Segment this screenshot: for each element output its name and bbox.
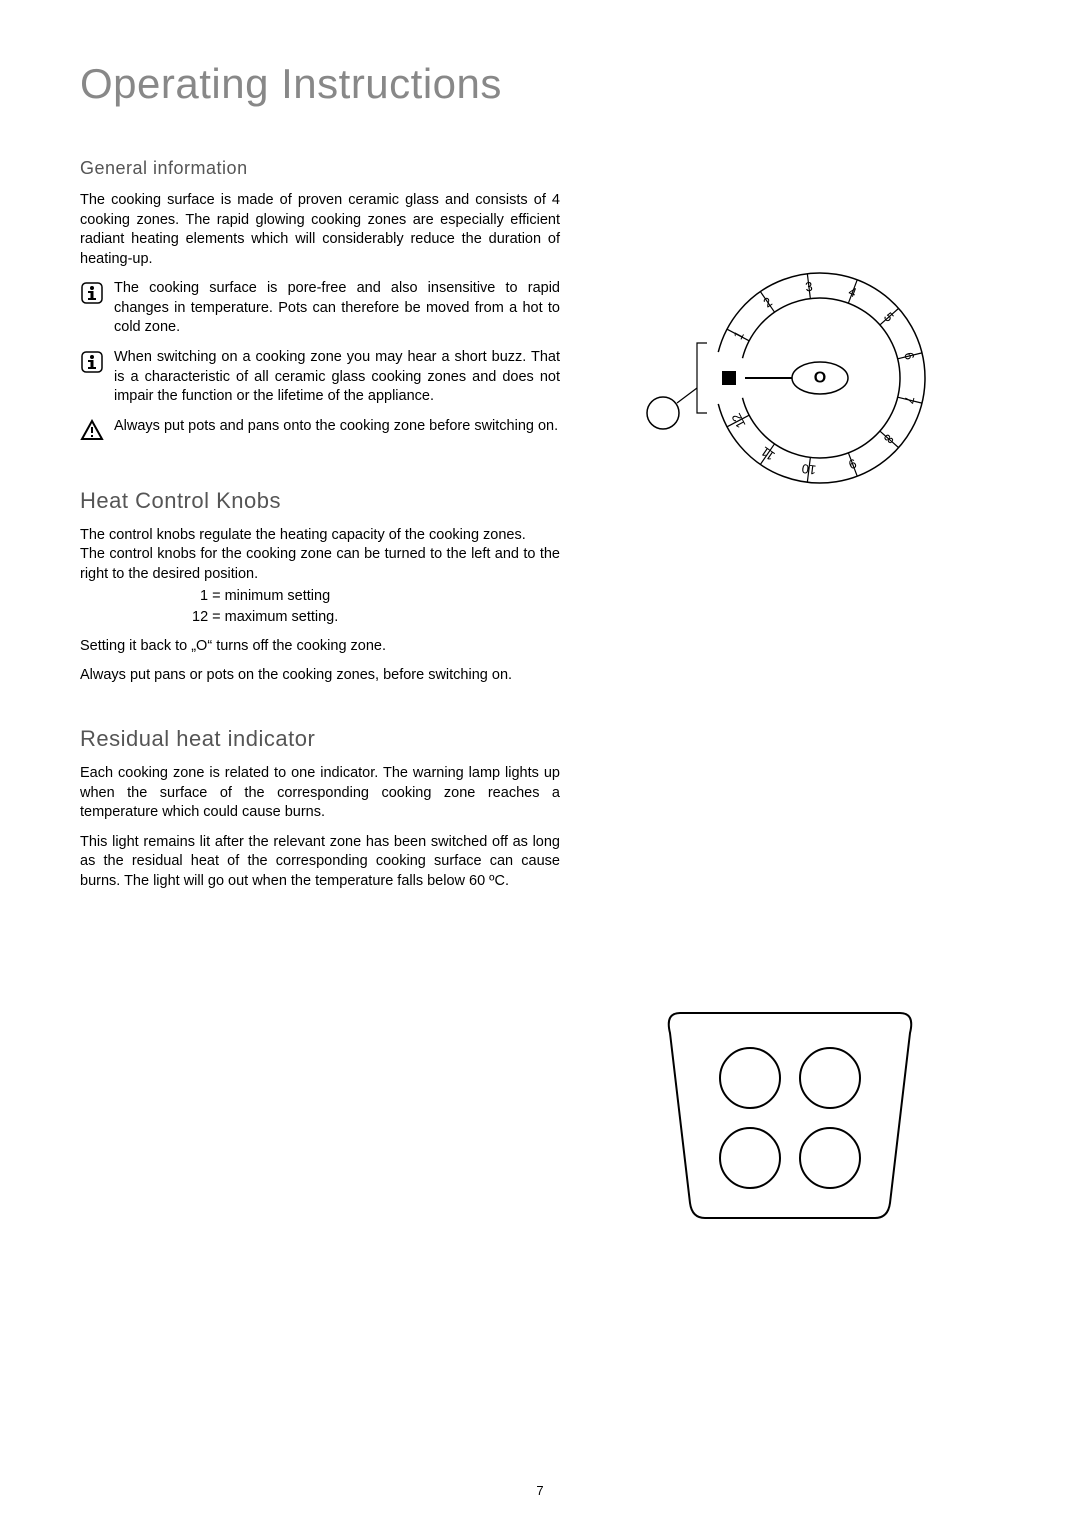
general-intro: The cooking surface is made of proven ce… <box>80 191 560 269</box>
heat-p3: Setting it back to „O“ turns off the coo… <box>80 637 560 657</box>
svg-text:O: O <box>814 370 826 387</box>
info-icon <box>80 281 104 310</box>
residual-p1: Each cooking zone is related to one indi… <box>80 764 560 823</box>
residual-heading: Residual heat indicator <box>80 726 560 752</box>
warning-note: Always put pots and pans onto the cookin… <box>80 417 560 448</box>
residual-p2: This light remains lit after the relevan… <box>80 833 560 892</box>
svg-text:6: 6 <box>901 351 917 362</box>
info-icon <box>80 350 104 379</box>
heat-p2: The control knobs for the cooking zone c… <box>80 545 560 584</box>
svg-text:4: 4 <box>847 284 859 301</box>
svg-text:1: 1 <box>730 329 747 342</box>
left-column: General information The cooking surface … <box>80 158 560 1238</box>
warning-icon <box>80 419 104 448</box>
svg-text:12: 12 <box>729 411 749 431</box>
heat-min: 1 = minimum setting <box>200 586 560 606</box>
warning-text: Always put pots and pans onto the cookin… <box>114 417 560 437</box>
control-knob-diagram: 123456789101112O <box>610 248 1000 513</box>
page-title: Operating Instructions <box>80 60 1000 108</box>
info-note-2-text: When switching on a cooking zone you may… <box>114 348 560 407</box>
svg-text:10: 10 <box>801 461 817 478</box>
heat-heading: Heat Control Knobs <box>80 488 560 514</box>
info-note-1-text: The cooking surface is pore-free and als… <box>114 279 560 338</box>
heat-p4: Always put pans or pots on the cooking z… <box>80 666 560 686</box>
info-note-2: When switching on a cooking zone you may… <box>80 348 560 407</box>
svg-text:2: 2 <box>761 294 775 310</box>
svg-text:7: 7 <box>901 395 917 406</box>
hob-top-diagram <box>660 1003 1000 1238</box>
page-number: 7 <box>536 1483 543 1498</box>
svg-text:11: 11 <box>758 444 778 464</box>
right-column: 123456789101112O <box>600 158 1000 1238</box>
svg-text:9: 9 <box>847 456 859 473</box>
content-wrap: General information The cooking surface … <box>80 158 1000 1238</box>
heat-max: 12 = maximum setting. <box>192 607 560 627</box>
svg-text:3: 3 <box>804 279 813 295</box>
info-note-1: The cooking surface is pore-free and als… <box>80 279 560 338</box>
heat-p1: The control knobs regulate the heating c… <box>80 526 560 546</box>
general-heading: General information <box>80 158 560 179</box>
